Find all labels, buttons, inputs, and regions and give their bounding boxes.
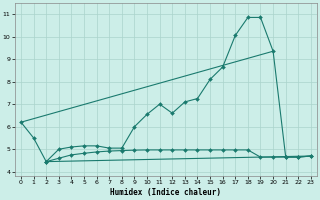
X-axis label: Humidex (Indice chaleur): Humidex (Indice chaleur) — [110, 188, 221, 197]
